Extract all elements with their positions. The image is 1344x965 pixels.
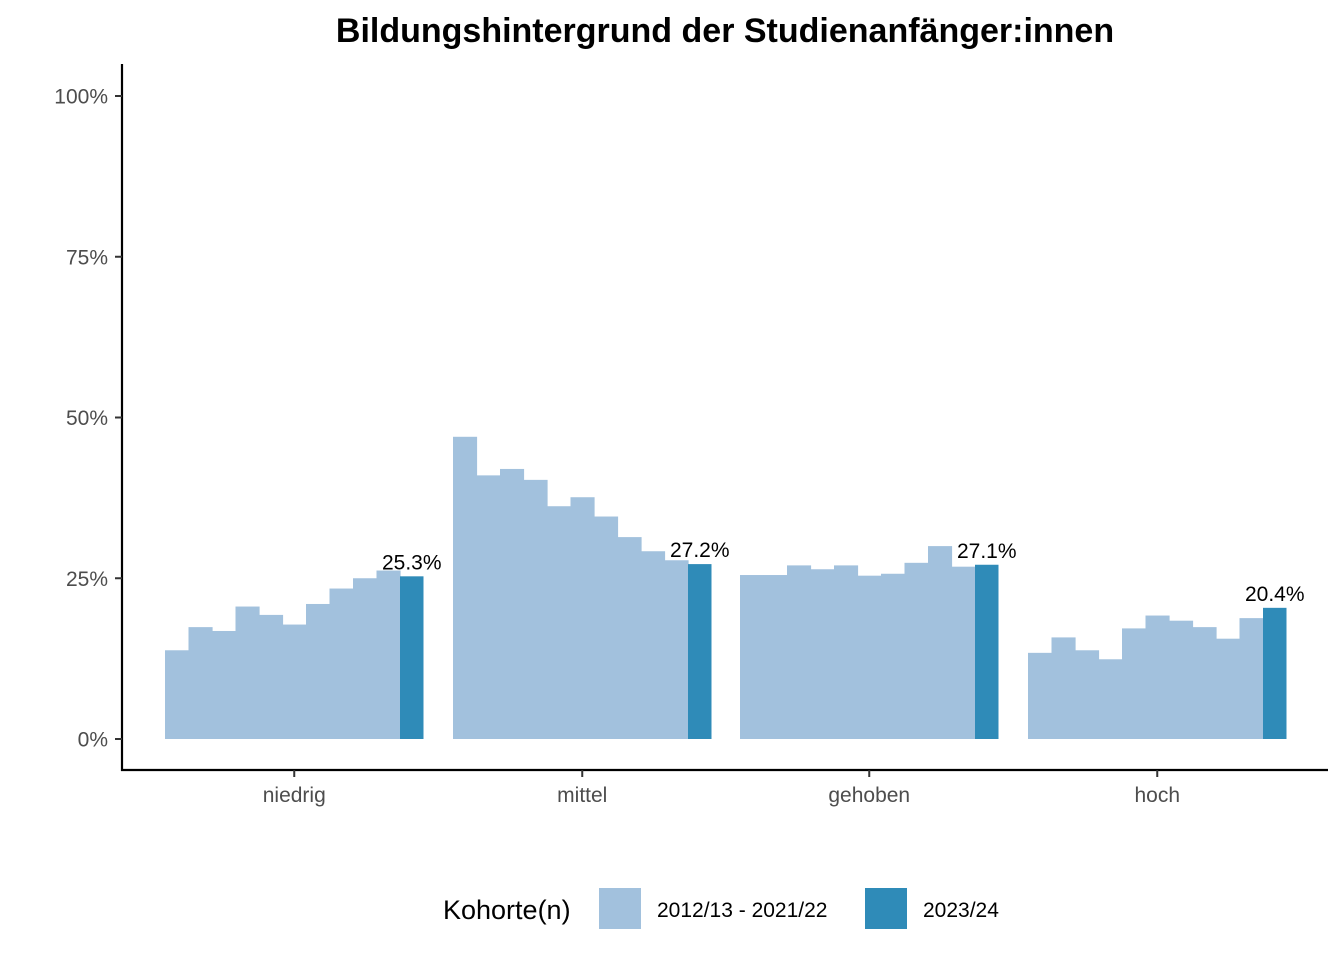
bar-historical-gehoben-5	[857, 575, 882, 739]
bar-current-mittel	[688, 564, 712, 739]
bar-historical-niedrig-7	[329, 588, 354, 739]
chart-title: Bildungshintergrund der Studienanfänger:…	[336, 12, 1114, 50]
bar-historical-mittel-1	[476, 475, 501, 739]
bar-value-label-gehoben: 27.1%	[957, 540, 1017, 563]
legend: Kohorte(n) 2012/13 - 2021/22 2023/24	[443, 888, 999, 929]
bar-historical-niedrig-8	[353, 578, 378, 739]
y-tick-label: 50%	[66, 407, 108, 430]
bar-historical-niedrig-4	[259, 614, 284, 739]
bar-historical-mittel-3	[523, 479, 548, 739]
y-tick-label: 0%	[78, 729, 108, 752]
bar-historical-mittel-7	[617, 537, 642, 739]
bar-historical-niedrig-1	[188, 627, 213, 739]
x-tick-label-mittel: mittel	[557, 784, 607, 807]
bar-historical-mittel-2	[500, 468, 525, 739]
x-tick-label-niedrig: niedrig	[263, 784, 326, 807]
legend-label-current: 2023/24	[923, 899, 999, 922]
bar-historical-hoch-9	[1239, 618, 1264, 739]
bar-historical-hoch-5	[1145, 615, 1170, 739]
bar-historical-mittel-9	[664, 560, 689, 739]
bar-historical-gehoben-6	[881, 573, 906, 739]
y-tick-label: 25%	[66, 568, 108, 591]
bar-historical-niedrig-9	[376, 570, 401, 739]
bar-historical-mittel-6	[594, 516, 619, 739]
legend-title: Kohorte(n)	[443, 895, 571, 925]
bar-value-label-mittel: 27.2%	[670, 539, 730, 562]
x-tick-label-hoch: hoch	[1134, 784, 1180, 807]
bar-historical-gehoben-3	[810, 569, 835, 739]
bar-historical-niedrig-0	[165, 650, 190, 739]
bar-historical-gehoben-2	[787, 565, 812, 739]
bar-historical-gehoben-7	[904, 562, 929, 739]
bar-current-hoch	[1263, 607, 1287, 739]
bar-historical-hoch-0	[1028, 652, 1053, 739]
bar-historical-mittel-5	[570, 497, 595, 739]
bar-historical-mittel-0	[453, 436, 478, 739]
bar-historical-gehoben-8	[928, 546, 953, 739]
bar-historical-mittel-8	[641, 551, 666, 739]
y-axis: 0% 25% 50% 75% 100%	[54, 64, 124, 771]
x-tick-label-gehoben: gehoben	[828, 784, 910, 807]
bar-current-gehoben	[975, 564, 999, 739]
bar-historical-hoch-6	[1169, 620, 1194, 739]
bar-historical-hoch-1	[1051, 637, 1076, 739]
bar-historical-niedrig-2	[212, 630, 237, 739]
bar-historical-gehoben-1	[763, 575, 788, 739]
legend-swatch-historical	[599, 888, 641, 929]
x-axis: niedrig mittel gehoben hoch	[121, 768, 1328, 807]
bar-historical-mittel-4	[547, 506, 572, 739]
bar-historical-niedrig-5	[282, 624, 307, 739]
bar-historical-hoch-8	[1216, 638, 1241, 739]
bar-value-label-niedrig: 25.3%	[382, 551, 442, 574]
bar-historical-hoch-4	[1122, 628, 1147, 739]
bar-historical-gehoben-9	[951, 566, 976, 739]
bar-historical-hoch-7	[1192, 627, 1217, 739]
bar-historical-gehoben-4	[834, 565, 859, 739]
bars-group	[165, 436, 1287, 739]
bar-historical-gehoben-0	[740, 575, 765, 739]
bar-historical-hoch-2	[1075, 650, 1100, 739]
y-tick-label: 75%	[66, 246, 108, 269]
legend-swatch-current	[865, 888, 907, 929]
bar-labels-group: 25.3% 27.2% 27.1% 20.4%	[382, 539, 1305, 606]
legend-label-historical: 2012/13 - 2021/22	[657, 899, 827, 922]
y-tick-label: 100%	[54, 86, 108, 109]
bar-historical-niedrig-6	[306, 603, 331, 739]
bar-historical-hoch-3	[1098, 659, 1123, 739]
bar-historical-niedrig-3	[235, 606, 260, 739]
bar-current-niedrig	[400, 576, 424, 739]
bar-value-label-hoch: 20.4%	[1245, 583, 1305, 606]
